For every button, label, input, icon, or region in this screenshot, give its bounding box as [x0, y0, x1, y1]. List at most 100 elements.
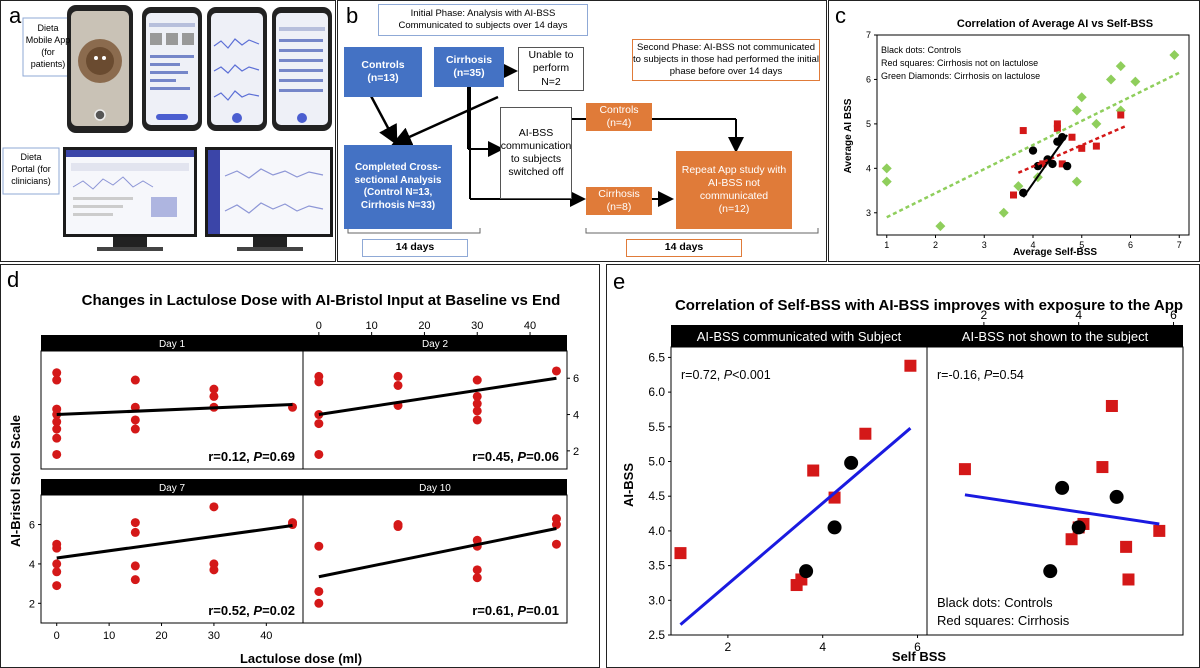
x-tick-label: 20: [155, 630, 167, 642]
black-dot-point: [1055, 480, 1070, 495]
red-dot-point: [209, 502, 219, 512]
fit-line: [56, 403, 293, 417]
completed-box-line: Completed Cross-: [354, 162, 442, 173]
stat-label: r=-0.16, P=0.54: [937, 368, 1024, 382]
red-square-point: [1078, 144, 1086, 152]
fit-line: [886, 71, 1180, 219]
panel-b-label: b: [346, 3, 359, 28]
panel-c-scatter: Correlation of Average AI vs Self-BSS Av…: [843, 18, 1190, 258]
mobile-caption-line: Mobile App: [26, 35, 71, 45]
facet-title: Day 7: [159, 483, 186, 494]
completed-box-line: (Control N=13,: [363, 187, 433, 198]
green-diamond-point: [1091, 118, 1102, 129]
x-tick-label: 2: [933, 240, 938, 250]
red-square-point: [1105, 399, 1118, 412]
red-dot-point: [314, 598, 324, 608]
portal-caption-line: clinicians): [11, 176, 51, 186]
red-dot-point: [209, 559, 219, 569]
red-dot-point: [130, 402, 140, 412]
panel-e: e Correlation of Self-BSS with AI-BSS im…: [606, 264, 1200, 668]
completed-analysis-box: Completed Cross- sectional Analysis (Con…: [344, 145, 452, 229]
red-square-point: [1010, 191, 1017, 199]
y-tick-label: 5: [866, 119, 871, 129]
days-right-box: 14 days: [626, 239, 742, 257]
red-dot-point: [52, 449, 62, 459]
legend-entry: Green Diamonds: Cirrhosis on lactulose: [881, 71, 1040, 81]
red-square-point: [1122, 573, 1135, 586]
green-diamond-point: [1076, 92, 1087, 103]
panel-d-label: d: [7, 267, 20, 292]
panel-e-label: e: [613, 269, 626, 294]
black-dot-point: [1048, 159, 1057, 169]
repeat-box-line: Repeat App study with: [681, 163, 787, 176]
controls-box-line: (n=13): [367, 72, 399, 84]
y-tick-label: 2.5: [648, 628, 665, 642]
y-tick-label: 3.0: [648, 593, 665, 607]
y-tick-label: 4: [866, 163, 871, 173]
y-tick-label: 4: [573, 410, 579, 422]
red-dot-point: [314, 541, 324, 551]
red-square-point: [1068, 133, 1076, 141]
portal-caption-line: Dieta: [20, 152, 41, 162]
completed-box-line: sectional Analysis: [354, 174, 442, 186]
x-tick-label: 3: [982, 240, 987, 250]
y-tick-label: 6: [29, 520, 35, 532]
controls-box: Controls (n=13): [344, 47, 422, 97]
red-dot-point: [472, 391, 482, 401]
phone-screen-2: [142, 7, 202, 131]
red-dot-point: [52, 417, 62, 427]
legend-entry: Black dots: Controls: [881, 45, 962, 55]
switched-box-line: AI-BSS: [518, 126, 554, 139]
facet-header: [303, 335, 567, 351]
fit-line: [1017, 124, 1127, 174]
y-tick-label: 2: [29, 598, 35, 610]
red-square-point: [1053, 124, 1061, 132]
facet-title: Day 2: [422, 339, 449, 350]
red-dot-point: [314, 371, 324, 381]
mobile-caption-line: patients): [31, 59, 66, 69]
red-square-point: [1096, 461, 1109, 474]
x-tick-label: 5: [1079, 240, 1084, 250]
facet-frame: [670, 346, 928, 636]
chart-title: Correlation of Self-BSS with AI-BSS impr…: [675, 297, 1183, 314]
panel-a-label: a: [9, 3, 22, 28]
facet-header: [41, 335, 303, 351]
panel-d-faceted-scatter: Changes in Lactulose Dose with AI-Bristo…: [8, 292, 579, 666]
stat-label: r=0.61, P=0.01: [472, 603, 559, 618]
red-square-point: [674, 547, 687, 560]
y-tick-label: 6.0: [648, 385, 665, 399]
y-tick-label: 3.5: [648, 559, 665, 573]
phone-screen-4: [272, 7, 332, 131]
y-tick-label: 4.5: [648, 489, 665, 503]
portal-caption-line: Portal (for: [11, 164, 51, 174]
black-dot-point: [1109, 489, 1124, 504]
cirrhosis-box: Cirrhosis (n=35): [434, 47, 504, 87]
mobile-caption-line: Dieta: [37, 23, 58, 33]
x-tick-label: 4: [1075, 308, 1082, 322]
x-tick-label: 4: [1030, 240, 1035, 250]
facet-title: Day 1: [159, 339, 186, 350]
x-axis-label: Lactulose dose (ml): [240, 651, 362, 666]
facet-frame: [302, 494, 568, 624]
red-dot-point: [551, 514, 561, 524]
red-dot-point: [130, 415, 140, 425]
red-dot-point: [52, 567, 62, 577]
red-square-point: [1019, 127, 1027, 135]
green-diamond-point: [1169, 50, 1180, 60]
facet-title: Day 10: [419, 483, 451, 494]
x-tick-label: 30: [208, 630, 220, 642]
facet-header: [303, 479, 567, 495]
controls-box-line: Controls: [361, 58, 405, 71]
x-tick-label: 20: [418, 320, 430, 332]
cirrhosis-2-box: Cirrhosis (n=8): [586, 187, 652, 215]
green-diamond-point: [935, 221, 946, 232]
red-square-point: [1053, 120, 1061, 128]
x-tick-label: 7: [1177, 240, 1182, 250]
chart-title: Correlation of Average AI vs Self-BSS: [957, 18, 1153, 30]
black-dot-point: [1071, 520, 1086, 535]
red-dot-point: [130, 527, 140, 537]
repeat-box-line: communicated: [699, 190, 769, 202]
x-tick-label: 40: [260, 630, 272, 642]
repeat-box-line: AI-BSS not: [708, 176, 760, 189]
red-square-point: [1039, 160, 1047, 168]
